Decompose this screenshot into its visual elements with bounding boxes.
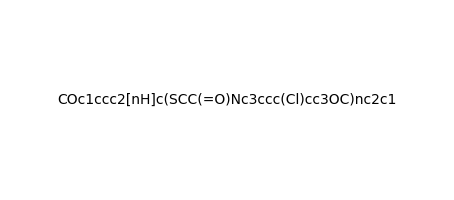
Text: COc1ccc2[nH]c(SCC(=O)Nc3ccc(Cl)cc3OC)nc2c1: COc1ccc2[nH]c(SCC(=O)Nc3ccc(Cl)cc3OC)nc2… [57, 93, 397, 107]
